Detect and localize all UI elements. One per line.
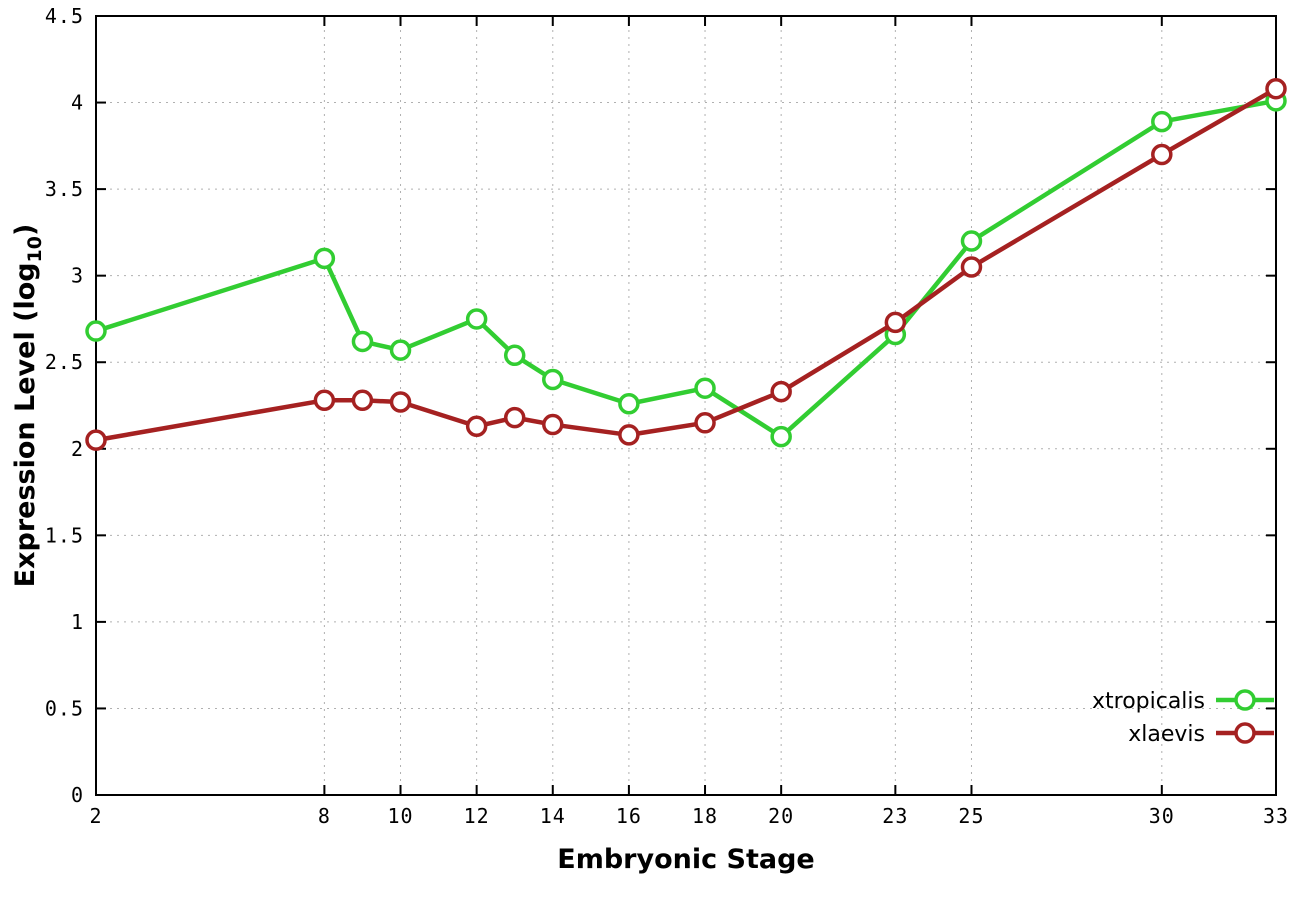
y-tick-label: 1.5 — [45, 523, 84, 547]
y-tick-label: 2 — [71, 437, 84, 461]
data-point-xtropicalis — [542, 368, 564, 391]
data-point-xtropicalis — [694, 377, 716, 399]
x-tick-label: 14 — [540, 804, 566, 828]
series-xlaevis — [85, 77, 1287, 451]
x-tick-label: 8 — [318, 804, 331, 828]
x-tick-label: 16 — [616, 804, 642, 828]
data-point-xlaevis — [1265, 77, 1287, 100]
data-point-xtropicalis — [618, 393, 640, 415]
x-tick-label: 23 — [882, 804, 908, 828]
data-point-xtropicalis — [770, 425, 792, 448]
data-point-xlaevis — [884, 311, 907, 334]
data-point-xtropicalis — [503, 344, 526, 367]
y-tick-label: 1 — [71, 610, 84, 634]
x-tick-label: 12 — [464, 804, 490, 828]
legend-marker-sample — [1234, 722, 1256, 744]
tick-marks — [95, 15, 1277, 796]
data-point-xtropicalis — [313, 247, 336, 270]
legend-marker-sample — [1234, 689, 1256, 711]
data-point-xlaevis — [389, 391, 412, 413]
y-tick-label: 0.5 — [45, 696, 84, 720]
data-point-xlaevis — [1151, 143, 1173, 166]
data-point-xlaevis — [960, 256, 983, 278]
data-point-xlaevis — [542, 413, 564, 436]
y-axis-label: Expression Level (log10) — [10, 224, 46, 588]
x-tick-label: 30 — [1149, 804, 1175, 828]
series-xtropicalis — [85, 90, 1287, 448]
data-point-xtropicalis — [1151, 110, 1173, 133]
x-axis-label: Embryonic Stage — [557, 844, 814, 875]
data-point-xtropicalis — [465, 308, 488, 330]
data-point-xlaevis — [503, 406, 526, 429]
data-point-xlaevis — [618, 424, 640, 446]
legend-label-xtropicalis: xtropicalis — [1092, 689, 1205, 714]
x-tick-label: 25 — [958, 804, 984, 828]
x-tick-label: 20 — [768, 804, 794, 828]
y-tick-label: 3.5 — [45, 177, 84, 201]
legend: xtropicalis xlaevis — [1092, 689, 1274, 747]
x-tick-labels: 2 8 10 12 14 16 18 20 23 25 30 33 — [89, 804, 1289, 828]
x-tick-label: 10 — [387, 804, 413, 828]
data-point-xlaevis — [351, 389, 374, 412]
data-point-xlaevis — [313, 389, 336, 412]
data-point-xlaevis — [770, 380, 792, 403]
legend-entry-xtropicalis: xtropicalis — [1092, 689, 1274, 714]
data-point-xlaevis — [465, 415, 488, 438]
y-tick-labels: 0 0.5 1 1.5 2 2.5 3 3.5 4 4.5 — [45, 4, 84, 807]
y-tick-label: 4 — [71, 91, 84, 115]
y-tick-label: 3 — [71, 264, 84, 288]
data-point-xtropicalis — [389, 339, 412, 361]
y-tick-label: 4.5 — [45, 4, 84, 28]
plot-border — [95, 15, 1277, 796]
data-point-xlaevis — [85, 429, 107, 451]
legend-entry-xlaevis: xlaevis — [1128, 722, 1274, 747]
data-point-xtropicalis — [351, 330, 374, 353]
x-tick-label: 2 — [89, 804, 102, 828]
x-tick-label: 18 — [692, 804, 718, 828]
y-tick-label: 2.5 — [45, 350, 84, 374]
x-tick-label: 33 — [1263, 804, 1289, 828]
legend-label-xlaevis: xlaevis — [1128, 722, 1205, 747]
y-tick-label: 0 — [71, 783, 84, 807]
data-point-xlaevis — [694, 412, 716, 434]
data-point-xtropicalis — [960, 230, 983, 252]
data-point-xtropicalis — [85, 320, 107, 342]
